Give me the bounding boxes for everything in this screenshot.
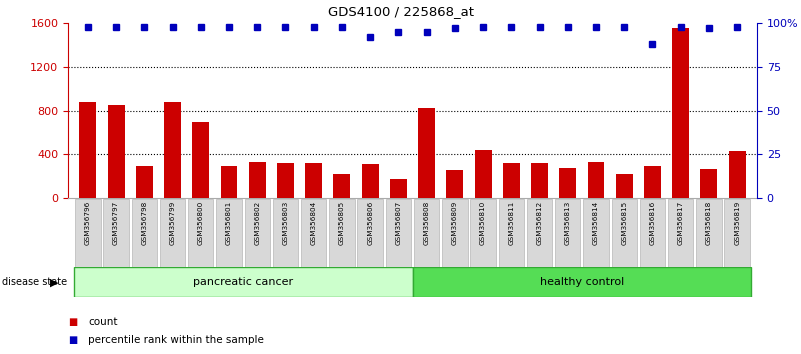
- Text: GSM356797: GSM356797: [113, 200, 119, 245]
- Text: pancreatic cancer: pancreatic cancer: [193, 277, 293, 287]
- Bar: [696, 199, 722, 267]
- Text: percentile rank within the sample: percentile rank within the sample: [88, 335, 264, 345]
- Bar: [442, 199, 468, 267]
- Bar: [701, 169, 718, 198]
- Text: GSM356805: GSM356805: [339, 200, 345, 245]
- Bar: [333, 174, 350, 198]
- Bar: [559, 167, 576, 198]
- Bar: [475, 150, 492, 198]
- Bar: [329, 199, 355, 267]
- Text: GSM356796: GSM356796: [85, 200, 91, 245]
- Text: GDS4100 / 225868_at: GDS4100 / 225868_at: [328, 5, 473, 18]
- Bar: [249, 162, 266, 198]
- Bar: [588, 162, 605, 198]
- Bar: [583, 199, 609, 267]
- Bar: [724, 199, 750, 267]
- Bar: [555, 199, 581, 267]
- Text: GSM356806: GSM356806: [367, 200, 373, 245]
- Bar: [616, 174, 633, 198]
- Bar: [640, 199, 665, 267]
- Text: GSM356814: GSM356814: [593, 200, 599, 245]
- Bar: [277, 163, 294, 198]
- Bar: [386, 199, 411, 267]
- Bar: [220, 166, 237, 198]
- Bar: [74, 267, 413, 297]
- Text: GSM356798: GSM356798: [141, 200, 147, 245]
- Bar: [418, 108, 435, 198]
- Bar: [362, 164, 379, 198]
- Bar: [107, 105, 124, 198]
- Text: ▶: ▶: [50, 277, 58, 287]
- Bar: [164, 102, 181, 198]
- Text: GSM356815: GSM356815: [622, 200, 627, 245]
- Bar: [611, 199, 637, 267]
- Bar: [414, 199, 439, 267]
- Bar: [75, 199, 101, 267]
- Bar: [79, 102, 96, 198]
- Text: GSM356808: GSM356808: [424, 200, 429, 245]
- Text: GSM356809: GSM356809: [452, 200, 458, 245]
- Bar: [390, 179, 407, 198]
- Bar: [729, 151, 746, 198]
- Bar: [216, 199, 242, 267]
- Text: GSM356803: GSM356803: [283, 200, 288, 245]
- Bar: [301, 199, 327, 267]
- Text: GSM356816: GSM356816: [650, 200, 655, 245]
- Text: GSM356802: GSM356802: [254, 200, 260, 245]
- Bar: [192, 121, 209, 198]
- Bar: [527, 199, 552, 267]
- Text: GSM356807: GSM356807: [396, 200, 401, 245]
- Text: GSM356818: GSM356818: [706, 200, 712, 245]
- Text: GSM356804: GSM356804: [311, 200, 316, 245]
- Text: healthy control: healthy control: [540, 277, 624, 287]
- Bar: [413, 267, 751, 297]
- Bar: [531, 163, 548, 198]
- Bar: [273, 199, 298, 267]
- Bar: [470, 199, 496, 267]
- Bar: [131, 199, 157, 267]
- Bar: [160, 199, 185, 267]
- Bar: [136, 166, 153, 198]
- Text: GSM356811: GSM356811: [509, 200, 514, 245]
- Text: ■: ■: [68, 335, 78, 345]
- Text: GSM356799: GSM356799: [170, 200, 175, 245]
- Bar: [103, 199, 129, 267]
- Bar: [357, 199, 383, 267]
- Bar: [672, 28, 689, 198]
- Text: GSM356812: GSM356812: [537, 200, 542, 245]
- Bar: [446, 170, 463, 198]
- Bar: [644, 166, 661, 198]
- Bar: [188, 199, 214, 267]
- Text: GSM356819: GSM356819: [735, 200, 740, 245]
- Bar: [244, 199, 270, 267]
- Text: disease state: disease state: [2, 277, 66, 287]
- Text: count: count: [88, 317, 118, 327]
- Bar: [305, 163, 322, 198]
- Text: ■: ■: [68, 317, 78, 327]
- Text: GSM356810: GSM356810: [480, 200, 486, 245]
- Bar: [503, 163, 520, 198]
- Text: GSM356800: GSM356800: [198, 200, 203, 245]
- Text: GSM356817: GSM356817: [678, 200, 684, 245]
- Text: GSM356801: GSM356801: [226, 200, 232, 245]
- Bar: [498, 199, 524, 267]
- Bar: [668, 199, 694, 267]
- Text: GSM356813: GSM356813: [565, 200, 571, 245]
